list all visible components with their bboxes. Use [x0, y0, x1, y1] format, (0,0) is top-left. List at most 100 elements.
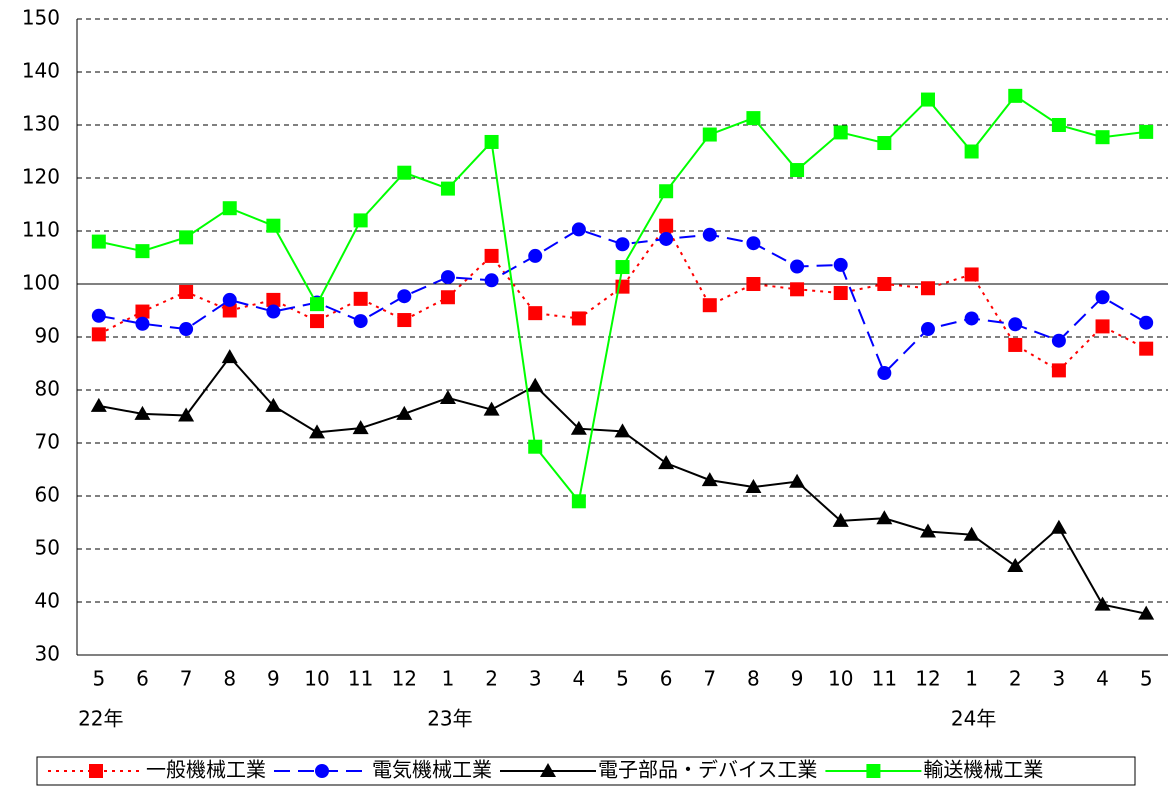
marker	[571, 222, 586, 237]
marker	[353, 314, 368, 329]
marker	[746, 236, 761, 251]
marker	[221, 349, 238, 364]
legend-label: 一般機械工業	[146, 758, 266, 782]
marker	[1095, 319, 1110, 334]
marker	[571, 494, 586, 509]
x-tick-label: 1	[965, 667, 978, 691]
x-tick-label: 7	[703, 667, 716, 691]
marker	[1051, 333, 1066, 348]
x-tick-label: 12	[392, 667, 417, 691]
marker	[135, 244, 150, 259]
marker	[1139, 124, 1154, 139]
y-tick-label: 100	[22, 271, 60, 295]
marker	[91, 308, 106, 323]
x-tick-label: 8	[747, 667, 760, 691]
marker	[659, 218, 674, 233]
marker	[528, 306, 543, 321]
x-tick-label: 12	[915, 667, 940, 691]
marker	[222, 292, 237, 307]
y-tick-label: 50	[35, 536, 60, 560]
y-tick-label: 110	[22, 218, 60, 242]
marker	[1050, 519, 1067, 534]
marker	[1051, 363, 1066, 378]
y-tick-label: 80	[35, 377, 60, 401]
x-tick-label: 6	[136, 667, 149, 691]
x-tick-label: 7	[180, 667, 193, 691]
marker	[702, 127, 717, 142]
marker	[920, 281, 935, 296]
marker	[1008, 337, 1023, 352]
marker	[528, 439, 543, 454]
y-tick-label: 90	[35, 324, 60, 348]
y-tick-label: 70	[35, 430, 60, 454]
marker	[91, 327, 106, 342]
marker	[964, 144, 979, 159]
legend-label: 電気機械工業	[372, 758, 492, 782]
marker	[135, 304, 150, 319]
marker	[963, 526, 980, 541]
marker	[483, 401, 500, 416]
marker	[615, 237, 630, 252]
marker	[397, 165, 412, 180]
x-tick-label: 5	[1140, 667, 1153, 691]
marker	[833, 286, 848, 301]
marker	[1051, 118, 1066, 132]
legend-label: 輸送機械工業	[923, 758, 1043, 782]
y-tick-label: 60	[35, 483, 60, 507]
marker	[266, 304, 281, 319]
marker	[833, 125, 848, 140]
marker	[484, 248, 499, 263]
y-tick-label: 140	[22, 59, 60, 83]
x-tick-label: 11	[348, 667, 373, 691]
marker	[222, 303, 237, 318]
marker	[964, 311, 979, 326]
x-tick-label: 1	[442, 667, 455, 691]
year-label: 24年	[951, 707, 996, 731]
marker	[396, 405, 413, 420]
x-tick-label: 8	[223, 667, 236, 691]
marker	[964, 267, 979, 282]
x-tick-label: 11	[872, 667, 897, 691]
x-tick-label: 9	[267, 667, 280, 691]
marker	[439, 389, 456, 404]
marker	[528, 248, 543, 263]
marker	[833, 257, 848, 272]
marker	[1095, 290, 1110, 305]
marker	[1095, 130, 1110, 145]
legend-marker	[315, 764, 329, 778]
marker	[832, 512, 849, 527]
marker	[745, 478, 762, 493]
series-line	[98, 355, 1147, 615]
legend-marker	[540, 763, 556, 777]
marker	[134, 405, 151, 420]
marker	[484, 134, 499, 149]
marker	[222, 201, 237, 216]
x-tick-label: 10	[304, 667, 329, 691]
marker	[90, 397, 107, 412]
marker	[179, 284, 194, 299]
marker	[701, 472, 718, 487]
marker	[746, 277, 761, 291]
marker	[659, 231, 674, 246]
marker	[179, 230, 194, 245]
marker	[135, 316, 150, 331]
x-tick-label: 2	[1009, 667, 1022, 691]
marker	[877, 277, 892, 291]
marker	[1008, 317, 1023, 332]
x-tick-label: 3	[1053, 667, 1066, 691]
y-tick-label: 120	[22, 165, 60, 189]
marker	[789, 473, 806, 488]
marker	[1139, 341, 1154, 356]
marker	[353, 213, 368, 228]
y-tick-label: 150	[22, 6, 60, 30]
x-tick-label: 4	[1096, 667, 1109, 691]
marker	[310, 297, 325, 312]
legend-label: 電子部品・デバイス工業	[598, 758, 817, 782]
x-tick-label: 5	[616, 667, 629, 691]
marker	[920, 92, 935, 107]
marker	[397, 289, 412, 304]
legend-marker	[866, 764, 881, 778]
marker	[440, 181, 455, 196]
marker	[527, 377, 544, 392]
